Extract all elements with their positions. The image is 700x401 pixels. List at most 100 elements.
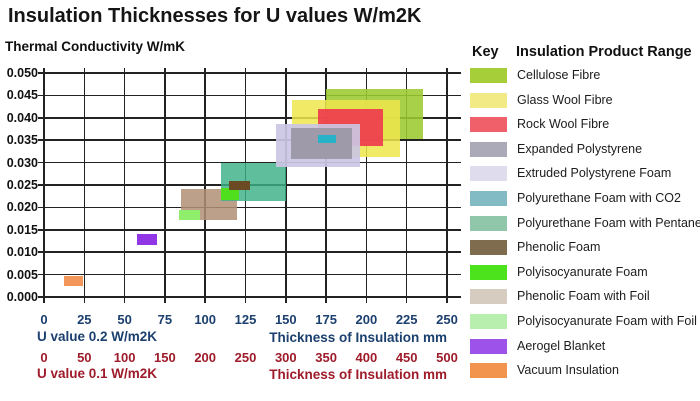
- x-tick-label: 25: [77, 312, 92, 327]
- x-tick-label: 0: [40, 312, 48, 327]
- legend-label-extruded-polystyrene-foam: Extruded Polystyrene Foam: [517, 166, 672, 181]
- bottom-tickmark: [405, 297, 408, 303]
- bottom-tickmark: [285, 297, 287, 303]
- x-tick-label: 50: [77, 350, 92, 365]
- legend-label-polyurethane-foam-with-pentane: Polyurethane Foam with Pentane: [517, 215, 700, 230]
- x-tick-label: 0: [40, 350, 48, 365]
- x-axis-caption-u-02: U value 0.2 W/m2K: [37, 329, 158, 344]
- horizontal-gridline: [44, 139, 461, 141]
- bottom-tickmark: [123, 297, 126, 303]
- legend-swatch-expanded-polystyrene: [470, 141, 507, 157]
- left-tickmark: [38, 139, 44, 141]
- box-polyisocyanurate-foam-with-foil: [179, 210, 201, 220]
- y-tick-label: 0.015: [6, 222, 38, 237]
- top-tickmark: [164, 68, 166, 73]
- horizontal-gridline: [44, 94, 461, 97]
- horizontal-gridline: [44, 273, 461, 276]
- legend-swatch-vacuum-insulation: [470, 363, 507, 379]
- legend-label-glass-wool-fibre: Glass Wool Fibre: [517, 92, 613, 107]
- top-tickmark: [446, 68, 448, 73]
- x-tick-label: 125: [234, 312, 257, 327]
- legend-swatch-phenolic-foam-with-foil: [470, 289, 507, 305]
- x-tick-label: 500: [436, 350, 458, 365]
- legend-swatch-rock-wool-fibre: [470, 117, 507, 133]
- legend-label-aerogel-blanket: Aerogel Blanket: [517, 338, 606, 353]
- legend-swatch-cellulose-fibre: [470, 68, 507, 83]
- x-tick-label: 300: [274, 350, 297, 365]
- legend-label-phenolic-foam: Phenolic Foam: [517, 240, 601, 255]
- horizontal-gridline: [44, 206, 461, 209]
- left-tickmark: [38, 94, 44, 97]
- legend-range-header: Insulation Product Range: [516, 44, 692, 60]
- legend-label-cellulose-fibre: Cellulose Fibre: [517, 68, 601, 82]
- left-tickmark: [38, 161, 44, 164]
- y-axis-label: Thermal Conductivity W/mK: [5, 39, 186, 54]
- top-tickmark: [244, 68, 247, 73]
- x-tick-label: 150: [274, 312, 297, 327]
- x-tick-label: 150: [154, 350, 176, 365]
- box-phenolic-foam: [229, 180, 251, 190]
- left-tickmark: [38, 117, 44, 119]
- horizontal-gridline: [44, 72, 461, 74]
- x-axis-title-u-02: Thickness of Insulation mm: [269, 330, 447, 345]
- x-tick-label: 350: [315, 350, 337, 365]
- y-tick-label: 0.030: [6, 155, 38, 170]
- x-tick-label: 225: [395, 312, 418, 327]
- legend-label-vacuum-insulation: Vacuum Insulation: [517, 363, 619, 378]
- x-tick-label: 200: [355, 312, 378, 327]
- top-tickmark: [285, 68, 287, 73]
- legend-label-polyisocyanurate-foam: Polyisocyanurate Foam: [517, 264, 648, 279]
- top-tickmark: [325, 68, 327, 73]
- y-tick-label: 0.045: [6, 88, 38, 103]
- chart-title: Insulation Thicknesses for U values W/m2…: [8, 5, 422, 27]
- x-axis-caption-u-01: U value 0.1 W/m2K: [37, 366, 158, 381]
- bottom-tickmark: [83, 297, 86, 303]
- legend-swatch-polyisocyanurate-foam-with-foil: [470, 314, 507, 329]
- x-tick-label: 450: [395, 350, 418, 365]
- x-tick-label: 100: [113, 350, 136, 365]
- box-vacuum-insulation: [64, 275, 83, 286]
- y-tick-label: 0.005: [6, 267, 38, 282]
- box-expanded-polystyrene: [290, 128, 352, 159]
- top-tickmark: [123, 68, 126, 73]
- bottom-tickmark: [164, 297, 166, 303]
- x-tick-label: 175: [315, 312, 337, 327]
- top-tickmark: [405, 68, 408, 73]
- horizontal-gridline: [44, 296, 461, 298]
- x-tick-label: 50: [117, 312, 132, 327]
- left-tickmark: [38, 273, 44, 276]
- y-tick-label: 0.050: [6, 66, 38, 80]
- x-tick-label: 400: [355, 350, 378, 365]
- bottom-tickmark: [204, 297, 206, 303]
- x-tick-label: 75: [157, 312, 173, 327]
- legend-label-polyurethane-foam-with-co2: Polyurethane Foam with CO2: [517, 191, 681, 205]
- legend-swatch-polyurethane-foam-with-co2: [470, 191, 507, 206]
- left-tickmark: [38, 206, 44, 209]
- horizontal-gridline: [44, 117, 461, 119]
- y-tick-label: 0.025: [6, 178, 38, 192]
- left-tickmark: [38, 296, 44, 298]
- horizontal-gridline: [44, 229, 461, 231]
- bottom-tickmark: [43, 297, 45, 303]
- left-tickmark: [38, 229, 44, 231]
- box-polyisocyanurate-foam: [221, 188, 240, 200]
- left-tickmark: [38, 251, 44, 253]
- x-tick-label: 250: [436, 312, 458, 327]
- plot-area: [38, 68, 461, 303]
- legend-swatch-phenolic-foam: [470, 240, 507, 256]
- legend-label-rock-wool-fibre: Rock Wool Fibre: [517, 117, 610, 132]
- bottom-tickmark: [365, 297, 368, 303]
- top-tickmark: [83, 68, 86, 73]
- legend-label-polyisocyanurate-foam-with-foil: Polyisocyanurate Foam with Foil: [517, 314, 697, 328]
- bottom-tickmark: [244, 297, 247, 303]
- legend-swatch-polyurethane-foam-with-pentane: [470, 215, 507, 231]
- top-tickmark: [43, 68, 45, 73]
- y-tick-label: 0.010: [6, 245, 38, 260]
- box-polyurethane-foam-with-co2: [318, 135, 336, 144]
- top-tickmark: [204, 68, 206, 73]
- legend-key-header: Key: [472, 44, 499, 60]
- horizontal-gridline: [44, 251, 461, 253]
- y-tick-label: 0.040: [6, 110, 38, 125]
- y-tick-label: 0.020: [6, 200, 38, 215]
